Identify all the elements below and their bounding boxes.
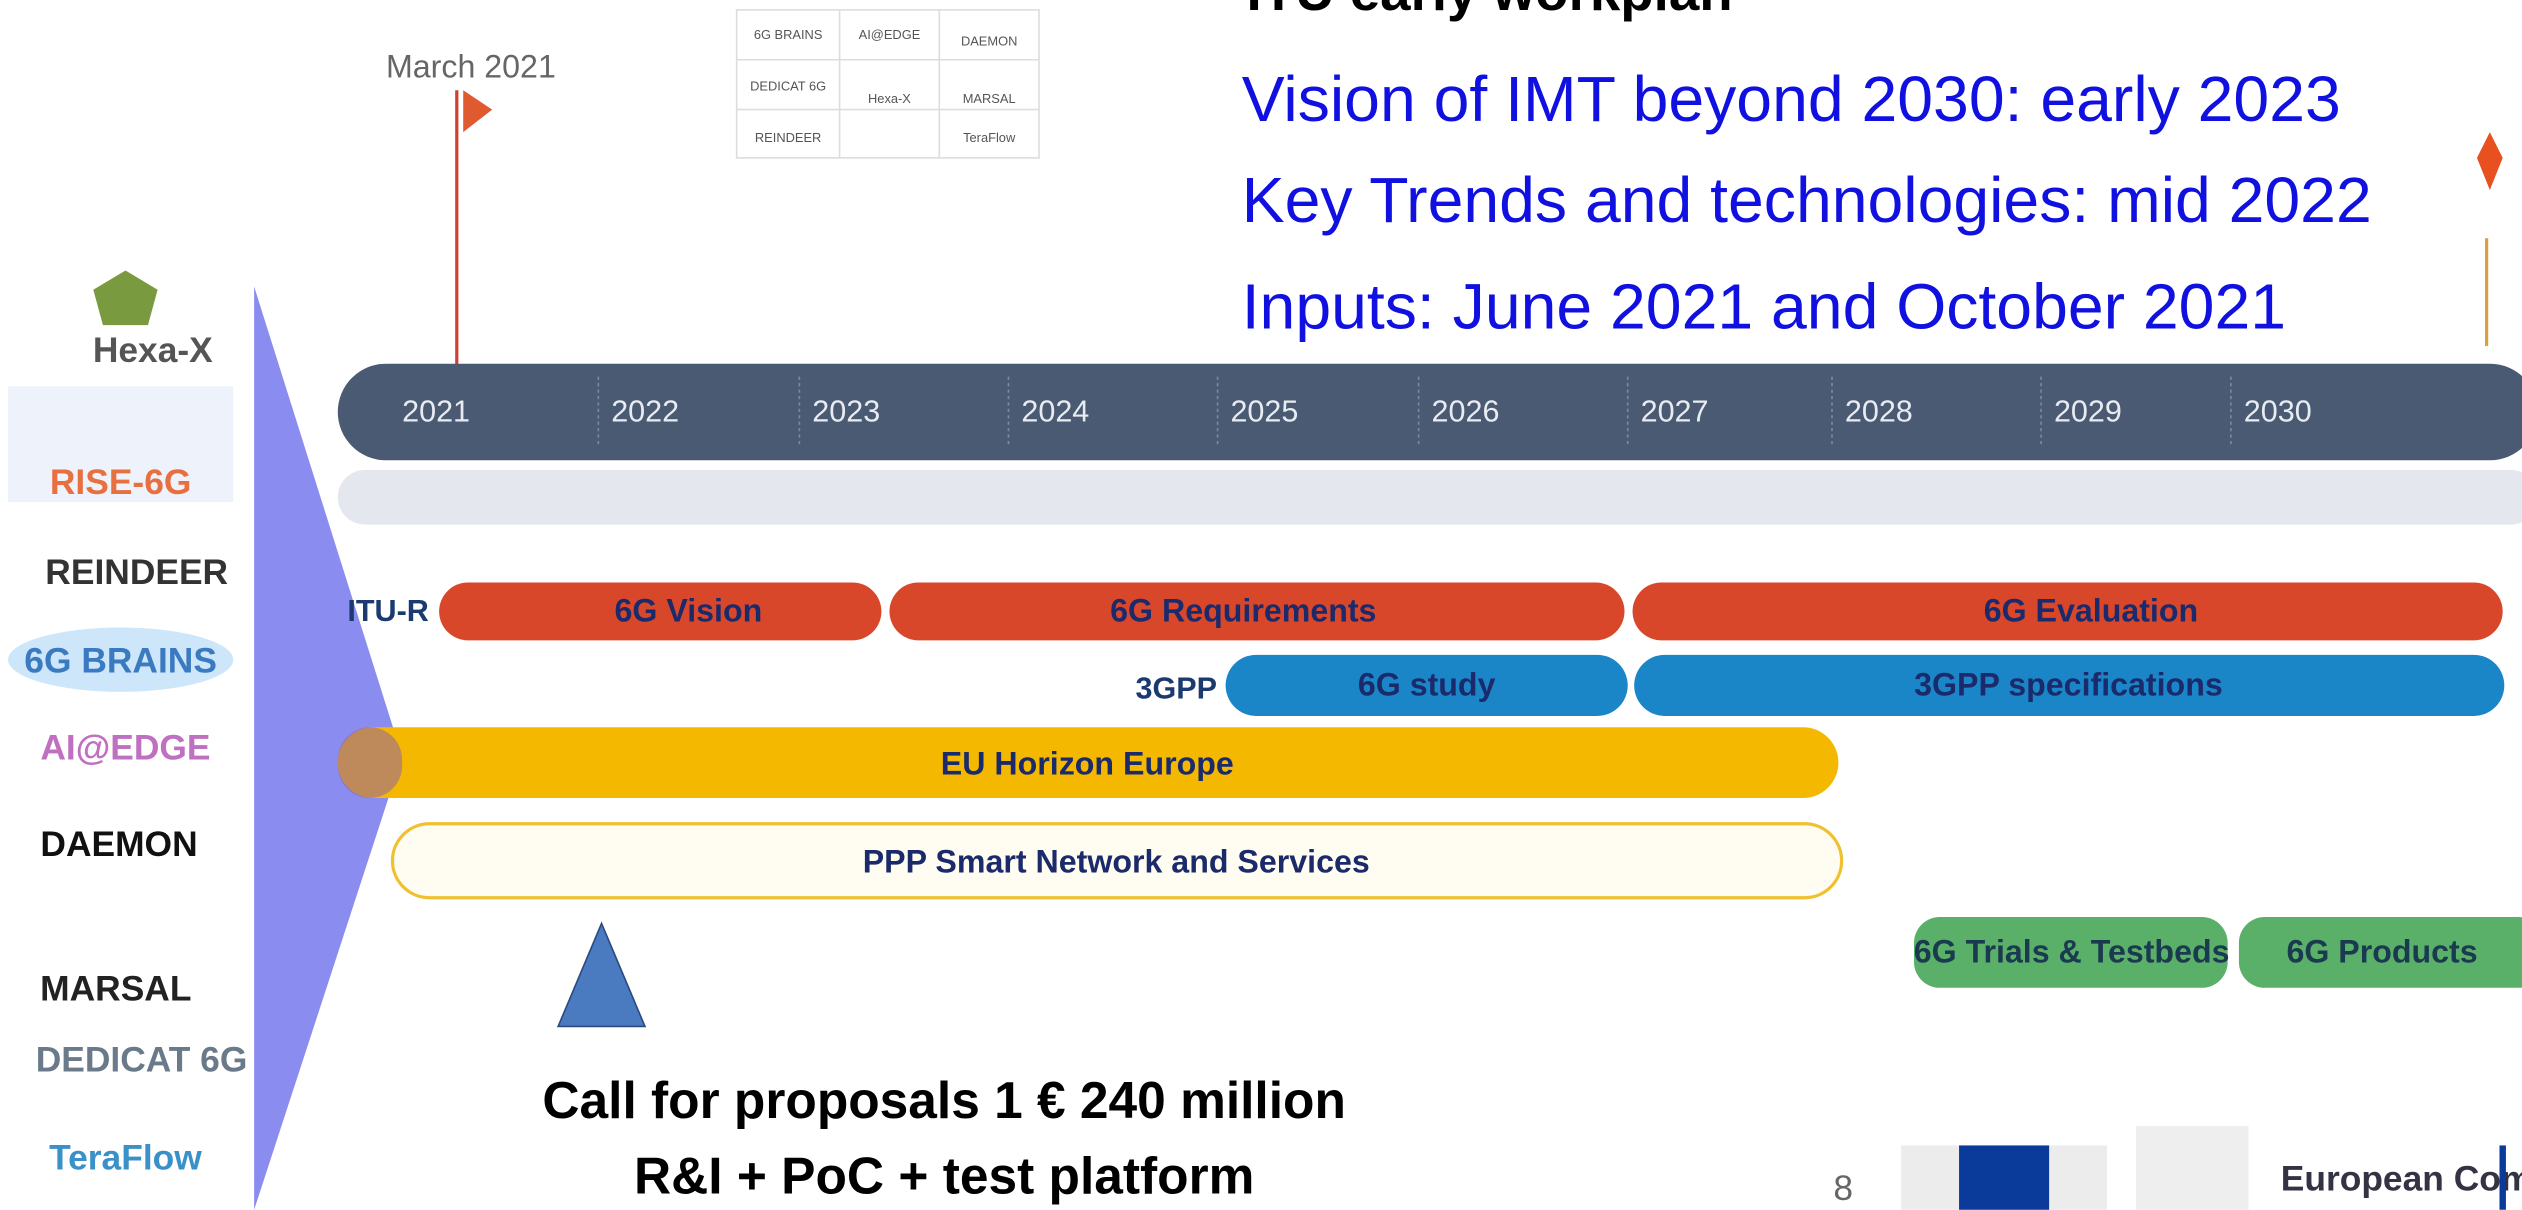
itu-line: Key Trends and technologies: mid 2022 (1242, 164, 2372, 236)
bar (1634, 654, 2505, 716)
bar (2238, 917, 2522, 988)
footer-text: European Commission (2281, 1159, 2522, 1198)
flag (463, 90, 493, 133)
year-label: 2030 (2244, 395, 2312, 429)
bar-label: EU Horizon Europe (941, 745, 1234, 781)
project-logos: Hexa-X RISE-6G REINDEER 6G BRAINS AI@EDG… (8, 270, 248, 1178)
project-logo: DAEMON (40, 825, 197, 864)
project-logo: REINDEER (45, 553, 228, 592)
thumb-logo: Hexa-X (868, 91, 911, 106)
year-label: 2024 (1021, 395, 1089, 429)
thumb-logo: 6G BRAINS (754, 27, 823, 42)
year-label: 2025 (1230, 395, 1298, 429)
row-label: ITU-R (347, 594, 428, 628)
bar-label: PPP Smart Network and Services (863, 843, 1370, 879)
marker (2476, 132, 2503, 191)
milestone-label: March 2021 (386, 48, 556, 84)
year-list: 2021 2022 2023 2024 2025 2026 2027 2028 2029 2030 (402, 376, 2312, 448)
year-label: 2029 (2054, 395, 2122, 429)
thumb-logo: AI@EDGE (859, 27, 921, 42)
footer-bar (2499, 1145, 2506, 1210)
year-label: 2023 (812, 395, 880, 429)
bar-label: 3GPP specifications (1914, 667, 2223, 703)
call-text: R&I + PoC + test platform (634, 1147, 1254, 1205)
timeline-band (337, 363, 2522, 461)
call-marker (556, 921, 647, 1028)
bar-label: 6G Requirements (1110, 593, 1376, 629)
year-label: 2026 (1431, 395, 1499, 429)
bar-label: 6G Products (2286, 934, 2477, 970)
overlap (337, 727, 403, 799)
itu-line: Vision of IMT beyond 2030: early 2023 (1242, 63, 2341, 135)
bar (390, 822, 1844, 900)
thumbnail-grid: 6G BRAINS AI@EDGE DAEMON DEDICAT 6G Hexa… (735, 9, 1040, 159)
call-text: Call for proposals 1 € 240 million (542, 1071, 1345, 1129)
title: ITU early workplan (1247, 0, 1733, 22)
bar (1225, 654, 1628, 716)
ec-building (2135, 1126, 2249, 1210)
thumb-logo: REINDEER (755, 130, 821, 145)
timeline-shadow (337, 469, 2522, 525)
bar (1914, 917, 2228, 988)
project-logo: TeraFlow (49, 1139, 202, 1178)
project-logo: 6G BRAINS (24, 642, 217, 681)
project-logo: MARSAL (40, 970, 191, 1009)
page-number: 8 (1833, 1169, 1853, 1208)
thumb-logo: DAEMON (961, 33, 1017, 48)
thumb-logo: DEDICAT 6G (750, 78, 826, 93)
eu-flag (1959, 1145, 2050, 1210)
year-label: 2027 (1641, 395, 1709, 429)
project-logo: RISE-6G (50, 463, 192, 502)
itu-bars (439, 582, 2503, 641)
thumb-logo: TeraFlow (963, 130, 1016, 145)
project-logo: DEDICAT 6G (36, 1040, 248, 1079)
project-logo: Hexa-X (93, 331, 213, 370)
bar-label: 6G study (1358, 667, 1496, 703)
row-label: 3GPP (1136, 671, 1218, 705)
year-label: 2028 (1845, 395, 1913, 429)
bar (337, 727, 1839, 799)
year-label: 2021 (402, 395, 470, 429)
bar-label: 6G Trials & Testbeds (1914, 934, 2230, 970)
year-label: 2022 (611, 395, 679, 429)
itu-line: Inputs: June 2021 and October 2021 (1242, 270, 2286, 342)
thumb-logo: MARSAL (963, 91, 1016, 106)
triangle (254, 286, 403, 1210)
project-logo: AI@EDGE (40, 728, 210, 767)
bar-label: 6G Evaluation (1984, 593, 2198, 629)
bar-label: 6G Vision (615, 593, 763, 629)
